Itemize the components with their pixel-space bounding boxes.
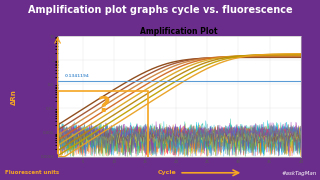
- Text: 0.1341194: 0.1341194: [65, 74, 90, 78]
- Text: ΔRn: ΔRn: [12, 89, 17, 105]
- Text: Cycle: Cycle: [157, 170, 176, 175]
- Text: Amplification plot graphs cycle vs. fluorescence: Amplification plot graphs cycle vs. fluo…: [28, 5, 292, 15]
- Text: ?: ?: [98, 96, 111, 116]
- Bar: [58, 91, 148, 158]
- Text: Fluorescent units: Fluorescent units: [5, 170, 59, 175]
- Text: #askTagMan: #askTagMan: [282, 171, 317, 176]
- Title: Amplification Plot: Amplification Plot: [140, 27, 218, 36]
